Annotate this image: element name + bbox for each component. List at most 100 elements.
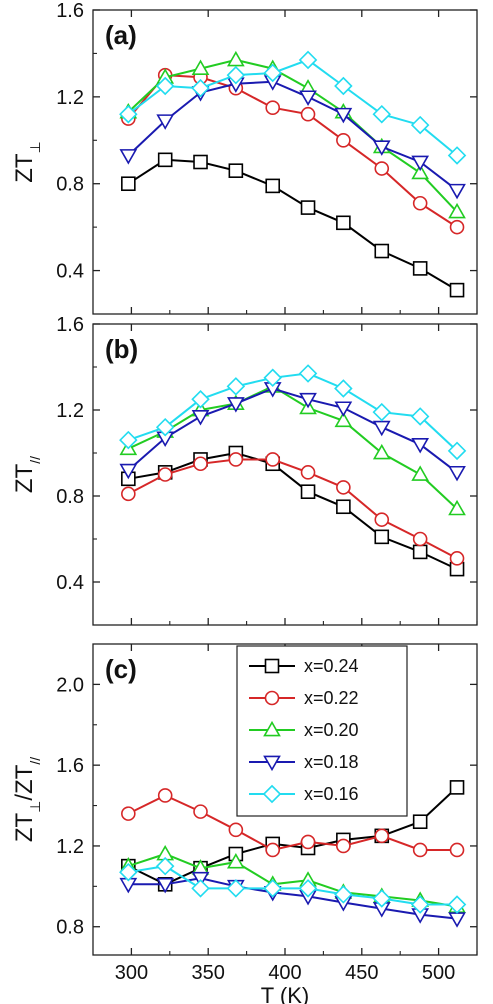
series-x=0.20 [119,377,466,516]
data-point [226,853,245,869]
y-tick-label: 1.2 [56,836,84,858]
data-point [372,402,392,422]
data-point [119,430,138,450]
data-point [263,63,282,83]
legend-entry: x=0.22 [249,688,359,708]
data-point [157,152,173,168]
data-point [300,106,316,122]
data-point [336,838,351,854]
data-point [155,76,175,96]
data-point [374,243,390,259]
data-point [298,364,318,383]
data-point [155,856,175,876]
data-point [193,456,208,472]
data-point [334,107,353,124]
data-point [191,879,210,898]
legend-entry: x=0.20 [249,720,359,740]
x-tick-label: 400 [268,962,301,984]
y-tick-label: 1.6 [56,314,84,336]
data-point [265,842,281,858]
data-point [121,806,136,821]
legend-marker [263,755,281,772]
x-tick-label: 450 [345,962,378,984]
data-point [410,115,430,135]
series-x=0.18 [119,75,466,200]
legend-label: x=0.18 [304,752,359,772]
legend-marker [263,720,281,737]
data-point [334,401,353,417]
series-x=0.20 [119,50,466,219]
series-x=0.16 [119,364,467,461]
legend-label: x=0.24 [304,656,359,676]
y-tick-label: 1.6 [56,755,84,777]
series-line [127,372,458,452]
series-line [127,852,458,908]
y-axis-label-main: ZT [11,153,38,183]
series-line [127,80,458,191]
data-point [157,788,173,803]
y-tick-label: 0.8 [56,917,84,939]
data-point [411,465,430,481]
data-point [155,417,175,437]
series-line [127,385,458,510]
data-point [372,420,391,437]
data-point [336,499,351,515]
data-point [226,879,246,898]
data-point [449,780,465,795]
data-point [299,392,317,409]
y-tick-label: 0.8 [56,174,84,196]
series-line [127,58,458,213]
data-point [334,379,353,398]
data-point [336,480,351,495]
data-point [374,512,390,527]
x-tick-label: 500 [422,962,455,984]
data-point [449,282,465,298]
series-line [127,458,458,560]
data-point [191,389,210,409]
data-point [447,895,467,914]
series-line [127,794,457,852]
data-point [372,140,391,156]
data-point [372,889,392,908]
series-x=0.22 [121,67,465,235]
data-point [265,100,281,116]
data-point [448,912,466,928]
y-axis-label: ZT// [11,456,43,493]
panel-c: 0.8 1.2 1.6 2.0 300 350 400 450 500 (c) ZT⊥/ZT// T … [11,643,478,1004]
data-point [336,132,351,148]
series-line [128,865,457,906]
y-axis-label-sub: ⊥ [27,801,43,813]
data-point [449,842,465,858]
data-point [412,814,428,830]
data-point [448,202,466,219]
panel-a: 0.4 0.8 1.2 1.6 (a) ZT⊥ [11,0,478,315]
x-axis-label: T (K) [261,983,309,1004]
panel-label: (a) [105,20,137,50]
y-axis-label-sub: // [27,456,43,464]
data-point [298,879,318,898]
data-point [121,176,136,192]
series-x=0.22 [121,452,465,566]
series-x=0.18 [119,382,466,482]
data-point [334,885,353,904]
series-line [127,387,458,474]
data-point [412,261,428,276]
y-tick-label: 1.6 [56,0,84,22]
x-tick-label: 300 [115,962,148,984]
legend-entry: x=0.24 [249,656,359,676]
y-axis-label: ZT⊥/ZT// [11,757,43,842]
series-line [127,58,458,157]
data-point [412,544,428,560]
y-axis-label-part2: /ZT [11,764,38,800]
y-tick-label: 0.4 [56,261,84,283]
legend-marker [262,784,282,804]
data-point [374,161,390,176]
data-point [156,877,175,894]
data-point [411,437,430,454]
series-line [127,74,458,228]
data-point [228,452,244,467]
data-point [119,104,138,124]
data-point [448,183,466,200]
data-point [299,90,317,106]
y-tick-label: 0.4 [56,572,84,594]
